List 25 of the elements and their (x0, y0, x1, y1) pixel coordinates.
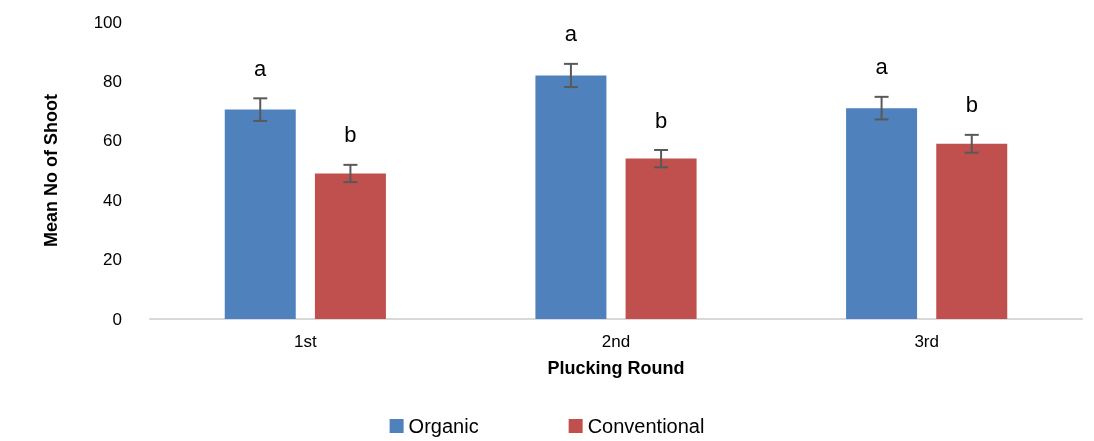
y-tick-label: 20 (103, 250, 122, 270)
annotation: b (344, 122, 357, 148)
y-tick-label: 100 (93, 12, 122, 32)
annotation: b (654, 107, 668, 133)
annotation: a (564, 21, 578, 47)
y-tick-label: 80 (103, 71, 122, 91)
annotation: b (965, 92, 978, 118)
legend-label: Organic (408, 415, 479, 437)
bar (936, 143, 1008, 319)
y-axis-title: Mean No of Shoot (41, 94, 61, 247)
x-tick-label: 1st (293, 332, 317, 351)
bar (535, 75, 607, 319)
y-tick-label: 0 (112, 309, 122, 329)
bar (314, 173, 386, 319)
bar (625, 158, 697, 319)
x-axis-title: Plucking Round (547, 358, 685, 378)
y-tick-label: 40 (103, 190, 122, 210)
y-tick-label: 60 (103, 131, 122, 151)
bar (846, 108, 918, 319)
x-tick-label: 2nd (601, 332, 631, 351)
bar (224, 109, 296, 319)
legend-label: Conventional (587, 415, 705, 437)
x-tick-label: 3rd (914, 332, 939, 351)
annotation: a (254, 55, 268, 81)
annotation: a (875, 54, 889, 80)
